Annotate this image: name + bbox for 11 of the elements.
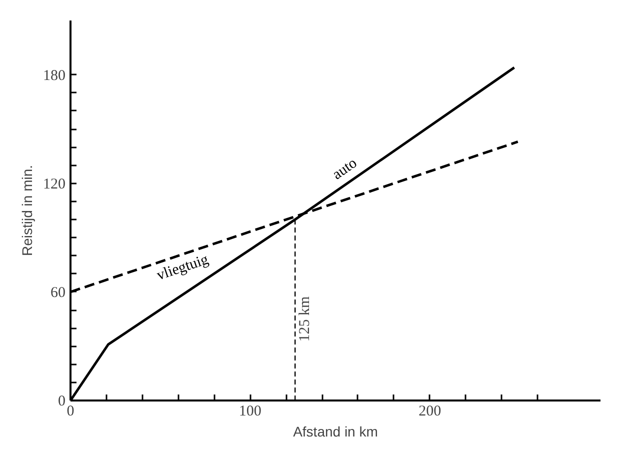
y-axis-title: Reistijd in min. — [19, 164, 35, 256]
x-tick-label: 100 — [238, 404, 262, 420]
x-axis-title: Afstand in km — [293, 424, 378, 440]
text: vliegtuig — [154, 252, 211, 284]
y-tick-label: 120 — [43, 176, 66, 192]
annotation: 125 km — [297, 296, 314, 342]
y-tick-label: 60 — [50, 284, 66, 301]
y-tick-label: 180 — [43, 68, 66, 84]
x-tick-label: 200 — [418, 404, 442, 420]
text: auto — [330, 155, 360, 184]
y-tick-label: 0 — [58, 394, 66, 410]
